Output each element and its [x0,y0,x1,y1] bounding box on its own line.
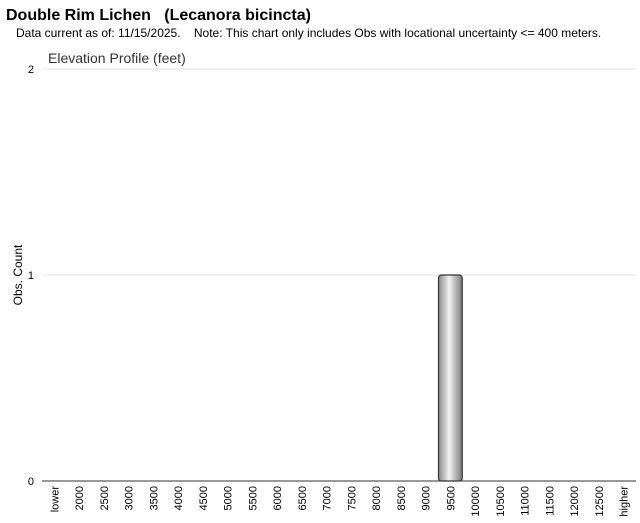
x-tick-label: 10500 [495,486,507,517]
x-tick-label: 11500 [544,486,556,516]
x-tick-label: 5000 [223,486,235,510]
x-tick-label: 4000 [173,486,185,510]
x-tick-label: higher [619,486,631,517]
x-tick-label: 9500 [445,486,457,510]
x-tick-label: 2500 [99,486,111,510]
x-tick-label: 11000 [520,486,532,516]
x-tick-label: 6500 [297,486,309,510]
y-tick-label: 0 [28,476,34,488]
page-title: Double Rim Lichen (Lecanora bicincta) [6,7,311,24]
x-tick-label: 4500 [198,486,210,510]
x-tick-label: 8000 [371,486,383,510]
bar [437,274,463,482]
x-tick-label: 12500 [594,486,606,517]
y-tick-label: 2 [28,64,34,76]
x-tick-label: 3500 [148,486,160,510]
x-tick-label: 5500 [247,486,259,510]
x-tick-label: 8500 [396,486,408,510]
x-tick-label: 7000 [322,486,334,510]
subtitle: Data current as of: 11/15/2025. Note: Th… [16,26,601,40]
x-tick-label: 7500 [346,486,358,510]
chart-title: Elevation Profile (feet) [48,50,186,66]
x-tick-label: 12000 [569,486,581,517]
y-tick-label: 1 [28,270,34,282]
x-tick-label: 10000 [470,486,482,517]
x-tick-label: 9000 [421,486,433,510]
x-tick-label: 2000 [74,486,86,510]
y-axis-label: Obs. Count [11,244,25,305]
x-tick-label: 6000 [272,486,284,510]
x-tick-label: lower [49,486,61,513]
x-tick-label: 3000 [124,486,136,510]
